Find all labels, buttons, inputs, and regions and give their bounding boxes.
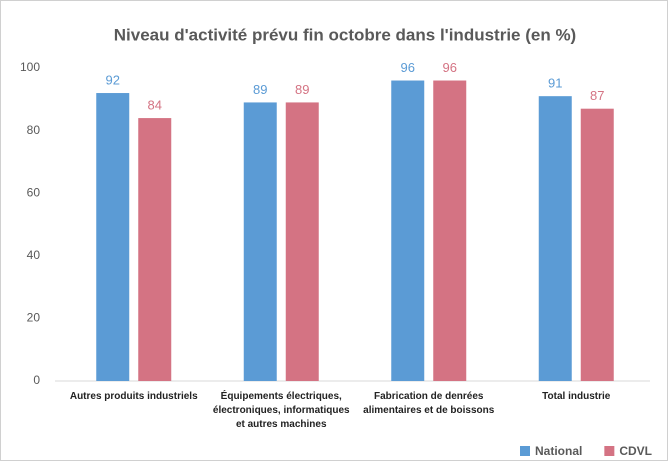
- value-label: 92: [106, 72, 120, 87]
- value-label: 87: [590, 88, 604, 103]
- x-tick-label: Fabrication de denrées alimentaires et d…: [363, 391, 495, 416]
- value-label: 96: [443, 60, 457, 75]
- value-label: 96: [401, 60, 415, 75]
- y-tick-label: 60: [27, 185, 41, 199]
- x-tick-label: Autres produits industriels: [69, 391, 198, 402]
- bar: [285, 102, 319, 382]
- value-label: 84: [148, 98, 162, 113]
- bar: [538, 96, 572, 382]
- bar: [580, 108, 614, 381]
- legend-swatch: [604, 446, 615, 456]
- x-tick-label: Total industrie: [542, 391, 611, 402]
- y-tick-label: 100: [20, 60, 40, 74]
- x-tick-label: Équipements électriques, électroniques, …: [212, 391, 350, 430]
- value-label: 91: [548, 76, 562, 91]
- legend-label: National: [535, 444, 582, 458]
- y-tick-label: 20: [27, 311, 41, 325]
- bar: [243, 102, 277, 382]
- y-tick-label: 40: [27, 248, 41, 262]
- bar: [96, 93, 130, 381]
- bar: [391, 80, 425, 382]
- value-label: 89: [295, 82, 309, 97]
- y-tick-label: 80: [27, 123, 41, 137]
- bar: [138, 118, 172, 381]
- chart-title: Niveau d'activité prévu fin octobre dans…: [114, 25, 576, 44]
- legend-swatch: [520, 446, 530, 456]
- y-tick-label: 0: [33, 373, 40, 387]
- bar: [433, 80, 467, 382]
- value-label: 89: [253, 82, 267, 97]
- legend-label: CDVL: [619, 444, 652, 458]
